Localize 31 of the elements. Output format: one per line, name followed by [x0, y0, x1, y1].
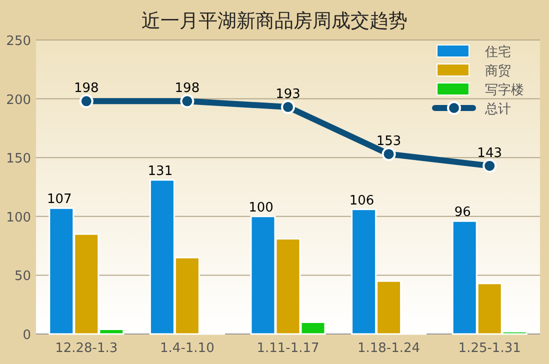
legend-label: 写字楼	[485, 82, 524, 98]
legend-label: 住宅	[484, 44, 511, 60]
point	[79, 94, 94, 108]
data-label: 143	[477, 146, 502, 161]
data-label: 198	[74, 81, 99, 96]
y-tick-label: 50	[14, 269, 31, 284]
data-label: 198	[174, 81, 200, 96]
data-label: 107	[46, 192, 72, 208]
legend-label: 商贸	[485, 64, 511, 79]
y-tick-label: 150	[6, 152, 31, 167]
chart-title: 近一月平湖新商品房周成交趋势	[142, 10, 408, 32]
data-label: 193	[276, 87, 300, 102]
point	[482, 158, 497, 173]
point	[281, 100, 295, 114]
data-label: 106	[349, 193, 374, 208]
y-tick-label: 200	[6, 92, 31, 108]
y-tick-label: 100	[6, 210, 31, 226]
point	[382, 147, 396, 162]
x-tick-label: 1.4-1.10	[160, 341, 214, 356]
x-tick-label: 1.11-1.17	[256, 341, 320, 356]
data-label: 96	[454, 205, 471, 220]
legend-label: 总计	[484, 102, 511, 117]
data-label: 100	[248, 200, 274, 216]
point	[180, 94, 194, 108]
y-tick-label: 250	[6, 34, 31, 49]
y-tick-label: 0	[22, 328, 31, 343]
data-label: 153	[376, 134, 402, 150]
x-tick-label: 1.25-1.31	[458, 341, 521, 356]
data-label: 131	[148, 164, 173, 179]
x-tick-label: 1.18-1.24	[358, 341, 420, 356]
x-tick-label: 12.28-1.3	[55, 341, 118, 356]
